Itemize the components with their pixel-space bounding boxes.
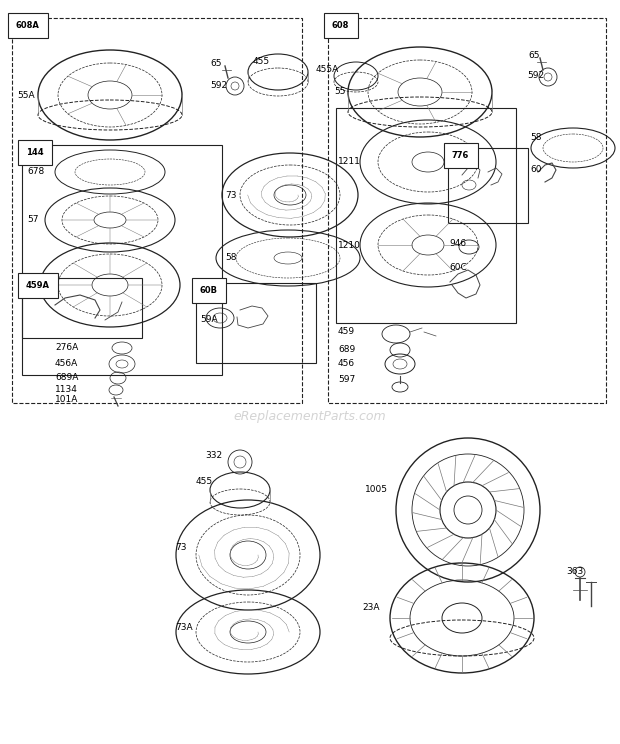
Text: 60B: 60B <box>200 286 218 295</box>
Bar <box>328 18 606 403</box>
Text: 60: 60 <box>530 165 541 175</box>
Text: 608A: 608A <box>16 21 40 30</box>
Bar <box>336 108 516 323</box>
Bar <box>22 145 222 375</box>
Text: 73A: 73A <box>175 623 193 632</box>
Text: 592: 592 <box>527 71 544 80</box>
Text: 455A: 455A <box>316 65 339 74</box>
Text: 73: 73 <box>175 544 187 553</box>
Text: 456A: 456A <box>55 359 78 368</box>
Bar <box>22 278 142 338</box>
Text: 58: 58 <box>530 132 541 141</box>
Text: 689A: 689A <box>55 373 78 382</box>
Bar <box>196 283 316 363</box>
Text: 1134: 1134 <box>55 385 78 394</box>
Text: 592: 592 <box>210 80 227 89</box>
Text: 459A: 459A <box>26 281 50 290</box>
Bar <box>12 18 302 403</box>
Text: 65: 65 <box>528 51 539 60</box>
Text: 55: 55 <box>334 88 345 97</box>
Text: 332: 332 <box>205 451 222 460</box>
Text: 456: 456 <box>338 359 355 368</box>
Text: 101A: 101A <box>55 396 78 405</box>
Text: 276A: 276A <box>55 344 78 353</box>
Text: 455: 455 <box>253 57 270 66</box>
Text: 597: 597 <box>338 376 355 385</box>
Text: 946: 946 <box>449 239 466 248</box>
Text: 776: 776 <box>452 151 469 160</box>
Text: 55A: 55A <box>17 91 35 100</box>
Text: 1211: 1211 <box>338 158 361 167</box>
Text: 689: 689 <box>338 345 355 354</box>
Text: 459: 459 <box>338 327 355 336</box>
Text: 608: 608 <box>332 21 350 30</box>
Text: 58: 58 <box>225 254 236 263</box>
Text: 60C: 60C <box>449 263 467 272</box>
Bar <box>448 148 528 223</box>
Text: 678: 678 <box>27 167 44 176</box>
Text: 363: 363 <box>566 568 583 577</box>
Text: 455: 455 <box>196 478 213 487</box>
Text: 23A: 23A <box>362 603 379 612</box>
Text: 144: 144 <box>26 148 43 157</box>
Text: 1210: 1210 <box>338 240 361 249</box>
Text: 57: 57 <box>27 216 38 225</box>
Text: 73: 73 <box>225 190 236 199</box>
Text: 65: 65 <box>210 60 221 68</box>
Text: 1005: 1005 <box>365 486 388 495</box>
Text: eReplacementParts.com: eReplacementParts.com <box>234 410 386 423</box>
Text: 59A: 59A <box>200 315 218 324</box>
